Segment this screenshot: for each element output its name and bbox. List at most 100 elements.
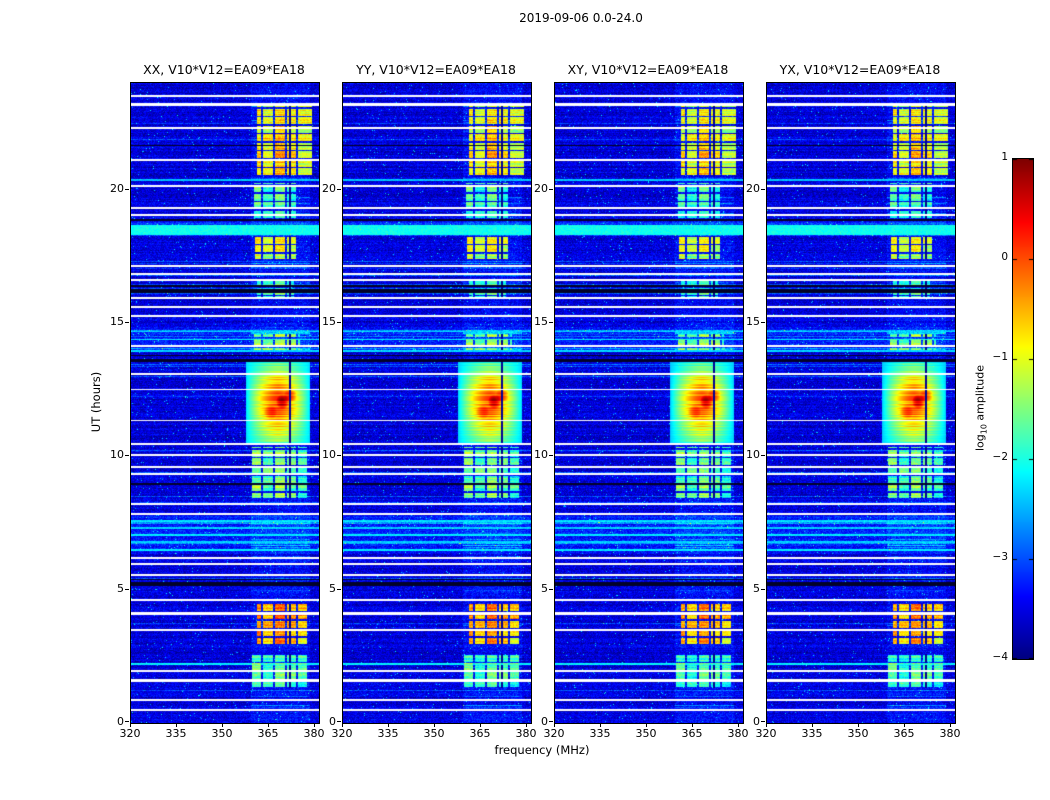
x-tick-label: 350 <box>423 727 445 740</box>
y-axis-label: UT (hours) <box>89 371 103 433</box>
y-tick-label: 0 <box>329 715 336 728</box>
y-tick-mark <box>761 721 765 722</box>
x-tick-label: 350 <box>211 727 233 740</box>
x-tick-label: 335 <box>377 727 399 740</box>
y-tick-mark <box>549 322 553 323</box>
colorbar-label-sub: 10 <box>979 424 989 435</box>
colorbar-tick-label: 0 <box>1001 251 1008 263</box>
x-tick-mark <box>766 723 767 727</box>
y-tick-mark <box>549 588 553 590</box>
y-tick-mark <box>761 188 765 190</box>
y-tick-mark <box>337 322 341 323</box>
y-tick-mark <box>125 721 129 722</box>
x-tick-label: 380 <box>515 727 537 740</box>
y-tick-label: 15 <box>322 315 336 328</box>
panel-title-yx: YX, V10*V12=EA09*EA18 <box>779 62 941 77</box>
y-tick-label: 0 <box>541 715 548 728</box>
x-tick-mark <box>222 723 223 727</box>
y-tick-mark <box>337 588 341 590</box>
colorbar-tick-label: 1 <box>1001 151 1008 163</box>
panel-plot-area <box>766 82 956 724</box>
x-tick-label: 380 <box>303 727 325 740</box>
y-tick-label: 20 <box>322 181 336 195</box>
x-tick-mark <box>314 723 315 727</box>
y-tick-label: 15 <box>534 315 548 328</box>
y-tick-mark <box>125 455 129 457</box>
y-tick-mark <box>761 588 765 590</box>
x-tick-mark <box>692 723 693 727</box>
colorbar-tick-label: −2 <box>992 451 1008 463</box>
panel-title-xx: XX, V10*V12=EA09*EA18 <box>143 62 305 77</box>
colorbar-tick-label: −1 <box>992 351 1008 363</box>
colorbar-tick-label: −4 <box>992 651 1008 663</box>
x-tick-mark <box>738 723 739 727</box>
y-tick-label: 15 <box>746 315 760 328</box>
spectrogram-panel-xy: XY, V10*V12=EA09*EA18 0 5 10 15 20 320 335 350 36… <box>534 62 749 740</box>
y-tick-mark <box>549 455 553 457</box>
x-tick-mark <box>904 723 905 727</box>
y-tick-label: 10 <box>746 448 760 462</box>
x-tick-label: 365 <box>681 727 703 740</box>
figure-title: 2019-09-06 0.0-24.0 <box>519 11 643 25</box>
panel-plot-area <box>554 82 744 724</box>
x-tick-mark <box>858 723 859 727</box>
x-tick-mark <box>646 723 647 727</box>
x-tick-mark <box>342 723 343 727</box>
panel-title-yy: YY, V10*V12=EA09*EA18 <box>356 62 516 77</box>
y-tick-label: 10 <box>534 448 548 462</box>
colorbar-label: log10 amplitude <box>973 365 988 451</box>
y-tick-label: 10 <box>110 448 124 462</box>
x-tick-label: 320 <box>331 727 353 740</box>
y-tick-label: 0 <box>117 715 124 728</box>
y-tick-mark <box>761 322 765 323</box>
y-tick-mark <box>761 455 765 457</box>
x-tick-label: 380 <box>939 727 961 740</box>
y-tick-label: 15 <box>110 315 124 328</box>
y-tick-label: 5 <box>329 581 336 595</box>
y-tick-label: 20 <box>746 181 760 195</box>
spectrogram-panel-yy: YY, V10*V12=EA09*EA18 0 5 10 15 20 320 335 350 36… <box>322 62 537 740</box>
x-tick-mark <box>268 723 269 727</box>
x-tick-mark <box>526 723 527 727</box>
x-tick-label: 365 <box>469 727 491 740</box>
y-tick-label: 20 <box>110 181 124 195</box>
y-tick-mark <box>125 588 129 590</box>
y-tick-mark <box>337 721 341 722</box>
y-tick-mark <box>125 188 129 190</box>
colorbar-gradient <box>1012 158 1034 660</box>
x-tick-label: 320 <box>119 727 141 740</box>
y-tick-mark <box>549 721 553 722</box>
spectrogram-panel-xx: XX, V10*V12=EA09*EA18 0 5 10 15 20 320 335 350 36… <box>110 62 325 740</box>
x-tick-label: 380 <box>727 727 749 740</box>
y-tick-label: 10 <box>322 448 336 462</box>
colorbar-label-post: amplitude <box>973 364 987 425</box>
spectrogram-panel-yx: YX, V10*V12=EA09*EA18 0 5 10 15 20 320 335 350 36… <box>746 62 961 740</box>
colorbar-canvas <box>1013 159 1033 659</box>
x-tick-mark <box>130 723 131 727</box>
y-tick-label: 5 <box>753 581 760 595</box>
x-tick-label: 335 <box>801 727 823 740</box>
x-axis-label: frequency (MHz) <box>494 743 590 757</box>
x-tick-mark <box>388 723 389 727</box>
x-tick-label: 335 <box>589 727 611 740</box>
panel-plot-area <box>342 82 532 724</box>
x-tick-mark <box>434 723 435 727</box>
colorbar-label-pre: log <box>973 434 987 452</box>
panel-plot-area <box>130 82 320 724</box>
colorbar: 1 0 −1 −2 −3 −4 log10 amplitude <box>973 151 1034 663</box>
x-tick-label: 320 <box>755 727 777 740</box>
spectrogram-canvas-xx <box>131 83 319 723</box>
y-tick-mark <box>337 188 341 190</box>
x-tick-mark <box>176 723 177 727</box>
spectrogram-canvas-yy <box>343 83 531 723</box>
x-tick-label: 365 <box>893 727 915 740</box>
spectrogram-canvas-yx <box>767 83 955 723</box>
x-tick-mark <box>600 723 601 727</box>
x-tick-mark <box>480 723 481 727</box>
y-tick-label: 20 <box>534 181 548 195</box>
y-tick-label: 5 <box>117 581 124 595</box>
y-tick-label: 5 <box>541 581 548 595</box>
y-tick-mark <box>337 455 341 457</box>
x-tick-label: 320 <box>543 727 565 740</box>
